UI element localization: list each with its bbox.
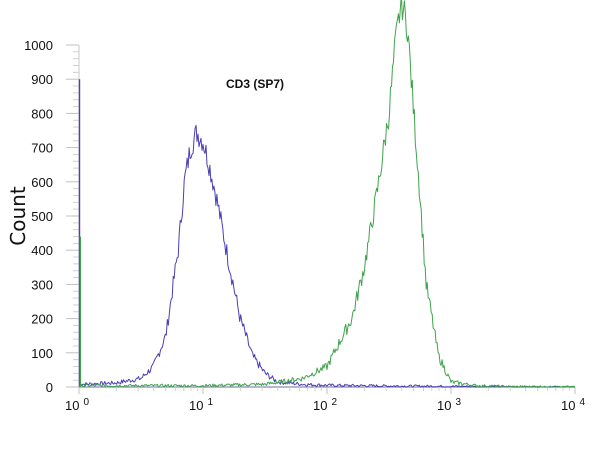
y-tick-label: 100 bbox=[31, 346, 53, 361]
y-tick-label: 600 bbox=[31, 175, 53, 190]
y-tick-label: 1000 bbox=[24, 38, 53, 53]
x-tick-label: 10 4 bbox=[561, 397, 585, 413]
y-tick-label: 200 bbox=[31, 312, 53, 327]
x-tick-label: 10 3 bbox=[437, 397, 461, 413]
y-tick-label: 0 bbox=[46, 380, 53, 395]
y-tick-label: 300 bbox=[31, 277, 53, 292]
y-axis-label: Count bbox=[6, 186, 30, 246]
y-tick-label: 700 bbox=[31, 141, 53, 156]
CD3-stained-histogram bbox=[78, 0, 576, 388]
isotype-control-histogram bbox=[78, 124, 575, 388]
y-axis: 0 100 200 300 400 500 600 700 800 900 1000 bbox=[24, 38, 80, 395]
y-tick-label: 500 bbox=[31, 209, 53, 224]
x-tick-label: 10 1 bbox=[189, 397, 213, 413]
y-tick-label: 800 bbox=[31, 106, 53, 121]
x-tick-label: 10 0 bbox=[65, 397, 89, 413]
x-axis: 10 0 10 1 10 2 10 3 10 4 bbox=[65, 386, 585, 413]
y-tick-label: 900 bbox=[31, 72, 53, 87]
chart-annotation: CD3 (SP7) bbox=[226, 77, 284, 91]
y-tick-label: 400 bbox=[31, 243, 53, 258]
series-layer bbox=[78, 0, 576, 388]
x-tick-label: 10 2 bbox=[313, 397, 337, 413]
